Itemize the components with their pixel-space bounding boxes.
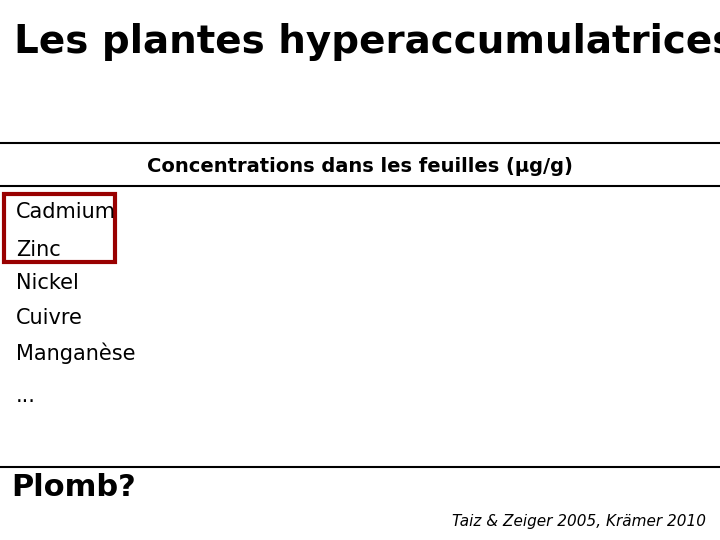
Text: Nickel: Nickel [16,273,78,293]
Text: Cuivre: Cuivre [16,308,83,328]
Text: Concentrations dans les feuilles (µg/g): Concentrations dans les feuilles (µg/g) [147,157,573,176]
Text: Zinc: Zinc [16,240,60,260]
Text: ...: ... [16,386,36,406]
Text: Cadmium: Cadmium [16,202,116,222]
Text: Les plantes hyperaccumulatrices de métaux: Les plantes hyperaccumulatrices de métau… [14,22,720,61]
Text: Manganèse: Manganèse [16,343,135,364]
Text: Taiz & Zeiger 2005, Krämer 2010: Taiz & Zeiger 2005, Krämer 2010 [451,514,706,529]
Text: Plomb?: Plomb? [11,472,135,502]
